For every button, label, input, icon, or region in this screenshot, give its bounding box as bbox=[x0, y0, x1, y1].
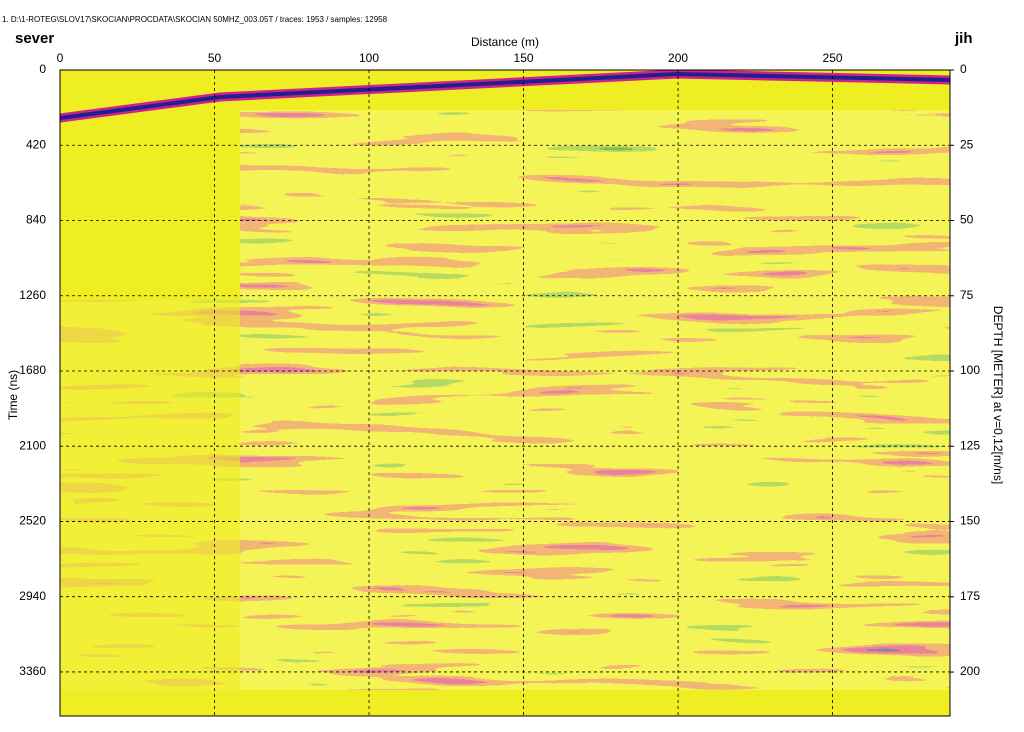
y-tick-label: 2940 bbox=[19, 589, 46, 603]
y-tick-label: 2520 bbox=[19, 514, 46, 528]
x-axis-title: Distance (m) bbox=[471, 35, 539, 49]
y2-axis-title: DEPTH [METER] at v=0,12[m/ns] bbox=[991, 306, 1005, 484]
y2-tick-label: 75 bbox=[960, 288, 974, 302]
y2-tick-label: 150 bbox=[960, 514, 980, 528]
left-label: sever bbox=[15, 30, 54, 47]
y-axis-title: Time (ns) bbox=[6, 370, 20, 420]
y-tick-label: 840 bbox=[26, 213, 46, 227]
y-tick-label: 1680 bbox=[19, 363, 46, 377]
surface-reflection bbox=[59, 71, 951, 120]
y2-tick-label: 125 bbox=[960, 438, 980, 452]
x-tick-label: 0 bbox=[57, 51, 64, 65]
y2-tick-label: 50 bbox=[960, 213, 974, 227]
y2-tick-label: 200 bbox=[960, 664, 980, 678]
radargram bbox=[59, 69, 951, 717]
y2-tick-label: 25 bbox=[960, 137, 974, 151]
y-tick-label: 1260 bbox=[19, 288, 46, 302]
y-tick-label: 3360 bbox=[19, 664, 46, 678]
x-tick-label: 200 bbox=[668, 51, 688, 65]
x-tick-label: 150 bbox=[514, 51, 534, 65]
x-tick-label: 100 bbox=[359, 51, 379, 65]
x-tick-label: 250 bbox=[823, 51, 843, 65]
radargram-texture bbox=[240, 110, 950, 690]
radargram-texture bbox=[60, 300, 240, 690]
y-tick-label: 0 bbox=[39, 62, 46, 76]
y-tick-label: 2100 bbox=[19, 438, 46, 452]
x-tick-label: 50 bbox=[208, 51, 222, 65]
y2-tick-label: 100 bbox=[960, 363, 980, 377]
y2-tick-label: 0 bbox=[960, 62, 967, 76]
file-header: 1. D:\1-ROTEG\SLOV17\SKOCIAN\PROCDATA\SK… bbox=[2, 15, 388, 24]
right-label: jih bbox=[954, 30, 973, 47]
y-tick-label: 420 bbox=[26, 137, 46, 151]
y2-tick-label: 175 bbox=[960, 589, 980, 603]
